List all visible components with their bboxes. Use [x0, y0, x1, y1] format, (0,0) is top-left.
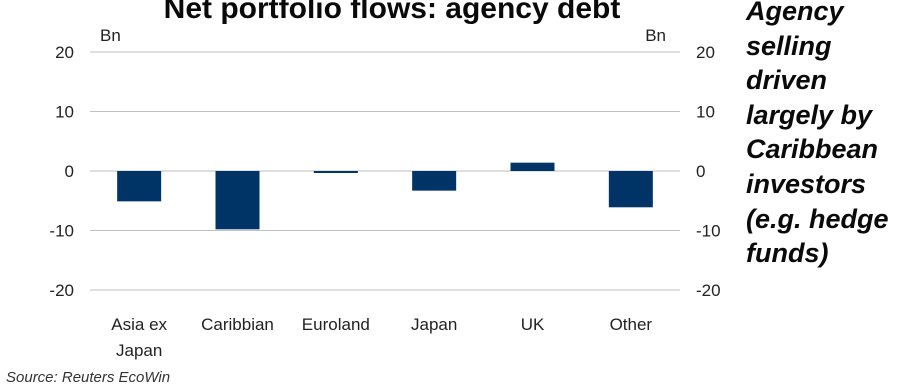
y-tick-label-left: 0 — [65, 162, 74, 181]
annotation-line: Agency — [746, 0, 844, 26]
category-label: Euroland — [302, 315, 370, 334]
annotation-line: investors — [746, 168, 867, 199]
bar — [215, 171, 260, 230]
annotation-text: Agency selling driven largely by Caribbean in… — [746, 0, 914, 271]
chart-title: Net portfolio flows: agency debt — [164, 0, 621, 25]
annotation-line: driven — [746, 65, 828, 96]
y-tick-label-right: 0 — [696, 162, 705, 181]
category-label: Other — [610, 315, 653, 334]
category-label: Japan — [116, 341, 162, 360]
annotation-line: Caribbean — [746, 134, 879, 165]
category-label: Japan — [411, 315, 457, 334]
category-label: UK — [521, 315, 545, 334]
bar — [313, 171, 358, 173]
y-tick-label-right: 10 — [696, 103, 715, 122]
bars — [117, 162, 653, 230]
bar — [412, 171, 457, 191]
category-label: Asia ex — [111, 315, 167, 334]
right-unit-label: Bn — [645, 26, 666, 45]
y-tick-label-left: -20 — [49, 281, 74, 300]
left-unit-label: Bn — [100, 26, 121, 45]
y-tick-label-right: -20 — [696, 281, 721, 300]
source-note: Source: Reuters EcoWin — [6, 369, 171, 386]
annotation-line: funds) — [746, 238, 829, 269]
annotation-line: (e.g. hedge — [746, 203, 889, 234]
y-tick-label-right: 20 — [696, 43, 715, 62]
y-tick-label-left: -10 — [49, 222, 74, 241]
y-tick-label-right: -10 — [696, 222, 721, 241]
bar — [510, 162, 555, 171]
y-tick-label-left: 20 — [55, 43, 74, 62]
bar — [117, 171, 162, 202]
y-axis-left: 20 10 0 -10 -20 — [49, 43, 74, 300]
y-axis-right: 20 10 0 -10 -20 — [696, 43, 721, 300]
y-tick-label-left: 10 — [55, 103, 74, 122]
gridlines — [90, 51, 680, 291]
bar — [608, 171, 653, 208]
category-label: Caribbian — [201, 315, 274, 334]
annotation-line: selling — [746, 30, 832, 61]
x-axis-categories: Asia ex Japan Caribbian Euroland Japan UK Othe… — [111, 315, 652, 360]
annotation-line: largely by — [746, 99, 873, 130]
